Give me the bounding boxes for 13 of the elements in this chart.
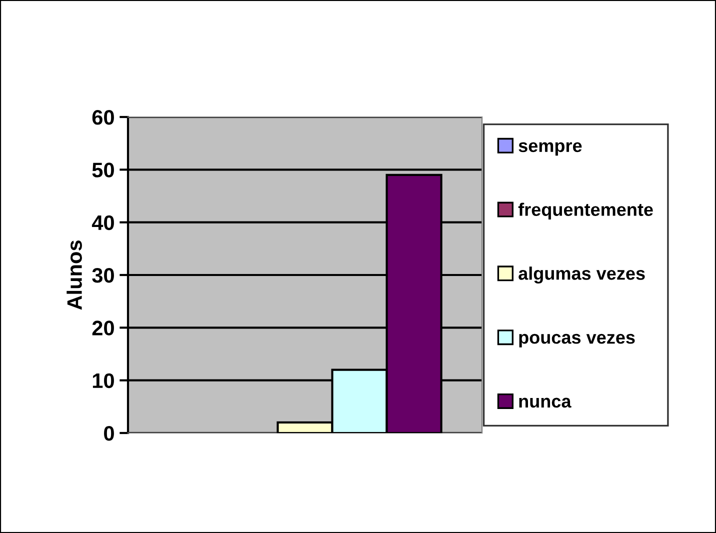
legend-label: poucas vezes	[519, 334, 635, 348]
y-tick-label: 50	[92, 162, 114, 178]
legend-label: algumas vezes	[518, 266, 645, 284]
y-tick-label: 20	[92, 320, 114, 336]
y-tick-label: 60	[92, 110, 114, 125]
y-tick-label: 30	[92, 268, 114, 283]
legend-label: nunca	[519, 398, 572, 408]
legend-label: frequentemente	[518, 202, 653, 220]
y-tick-label: 40	[92, 215, 114, 230]
y-tick-label: 10	[92, 373, 114, 388]
y-axis-title: Alunos	[66, 240, 82, 310]
legend-label: sempre	[518, 142, 582, 156]
y-tick-label: 0	[104, 426, 114, 441]
